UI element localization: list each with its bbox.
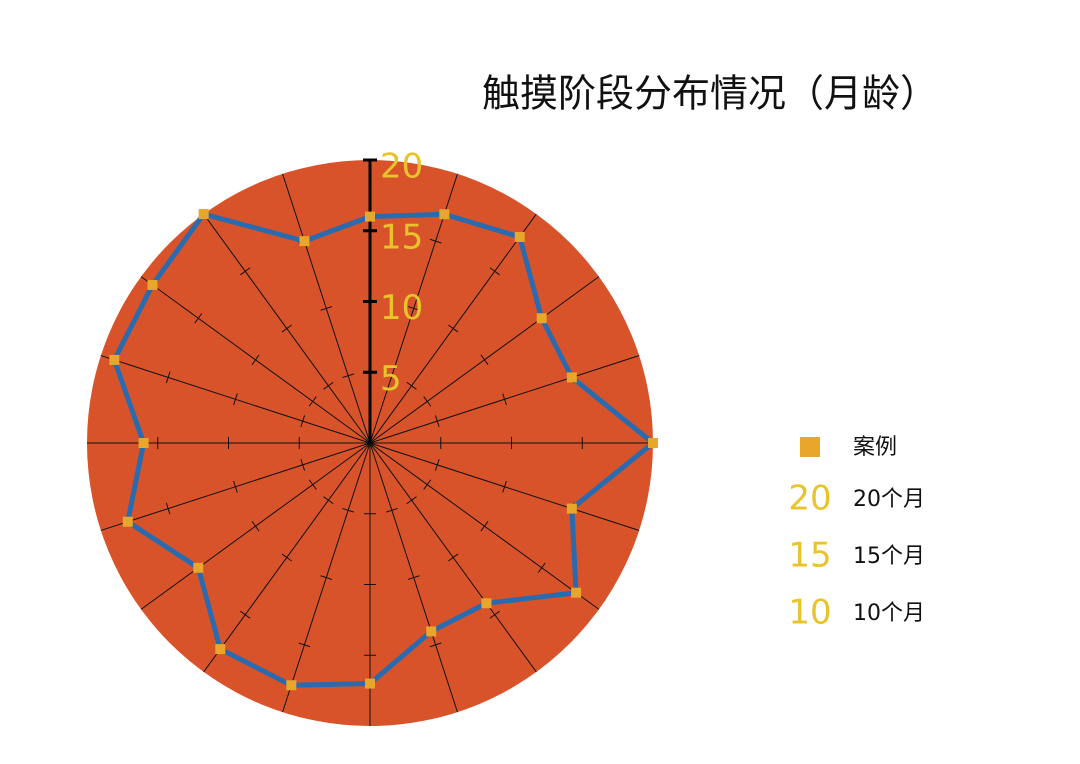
legend-key-label: 10个月 [853, 601, 925, 626]
spoke-tick [298, 642, 311, 648]
spoke-tick [423, 479, 432, 490]
y-tick-label: 15 [380, 217, 423, 257]
marker [426, 626, 437, 637]
spoke-tick [281, 324, 292, 333]
spoke-tick [194, 313, 203, 324]
spoke-tick [320, 306, 333, 311]
marker [286, 680, 297, 691]
spoke-tick [423, 396, 432, 407]
spoke-tick [406, 381, 417, 390]
spoke-tick [429, 238, 442, 244]
legend-label: 案例 [853, 435, 897, 460]
spoke-tick [480, 521, 489, 532]
marker [648, 438, 658, 448]
spoke-tick [434, 459, 440, 471]
spoke-tick [323, 381, 334, 390]
spoke-tick [233, 480, 238, 493]
marker [566, 372, 577, 383]
marker [122, 516, 133, 527]
marker [365, 211, 375, 222]
marker [193, 562, 204, 573]
spoke-tick [429, 642, 442, 648]
spoke-tick [489, 267, 500, 276]
marker [215, 644, 226, 655]
spoke-tick [434, 415, 440, 427]
marker [138, 438, 149, 448]
y-tick-label: 5 [380, 359, 402, 399]
spoke-tick [489, 610, 500, 619]
spoke-tick [300, 415, 306, 427]
spoke-tick [233, 393, 238, 406]
marker [514, 231, 525, 242]
spoke-tick [502, 480, 507, 493]
spoke-tick [308, 396, 317, 407]
marker [299, 236, 310, 247]
marker [109, 354, 120, 365]
spoke-tick [480, 354, 489, 365]
marker [566, 503, 577, 514]
spoke-tick [537, 562, 546, 573]
legend-key-label: 20个月 [853, 487, 925, 512]
legend-key: 15 [788, 536, 831, 576]
spoke-tick [240, 267, 251, 276]
spoke-tick [448, 324, 459, 333]
marker [571, 587, 582, 598]
marker [365, 678, 375, 689]
spoke-tick [406, 496, 417, 505]
marker [439, 209, 450, 220]
spoke-tick [165, 502, 171, 515]
marker [536, 313, 547, 324]
spoke-tick [448, 553, 459, 562]
spoke-tick [502, 393, 507, 406]
marker [198, 209, 209, 220]
spoke-tick [386, 373, 398, 379]
spoke-tick [386, 507, 398, 513]
spoke-tick [251, 521, 260, 532]
spoke-tick [342, 507, 354, 513]
chart-title: 触摸阶段分布情况（月龄） [482, 72, 938, 116]
y-tick-label: 10 [380, 288, 423, 328]
spoke-tick [240, 610, 251, 619]
y-tick-label: 20 [380, 147, 423, 187]
spoke-tick [300, 459, 306, 471]
spoke-tick [281, 553, 292, 562]
spoke-tick [251, 354, 260, 365]
legend-key-label: 15个月 [853, 544, 925, 569]
marker [481, 598, 492, 609]
spoke-tick [407, 575, 420, 580]
spoke-tick [407, 306, 420, 311]
spoke-tick [320, 575, 333, 580]
spoke-tick [323, 496, 334, 505]
legend-key: 20 [788, 479, 831, 519]
legend-key: 10 [788, 593, 831, 633]
spoke-tick [342, 373, 354, 379]
marker [147, 279, 158, 290]
spoke-tick [308, 479, 317, 490]
legend-marker [800, 437, 820, 457]
spoke-tick [165, 371, 171, 384]
